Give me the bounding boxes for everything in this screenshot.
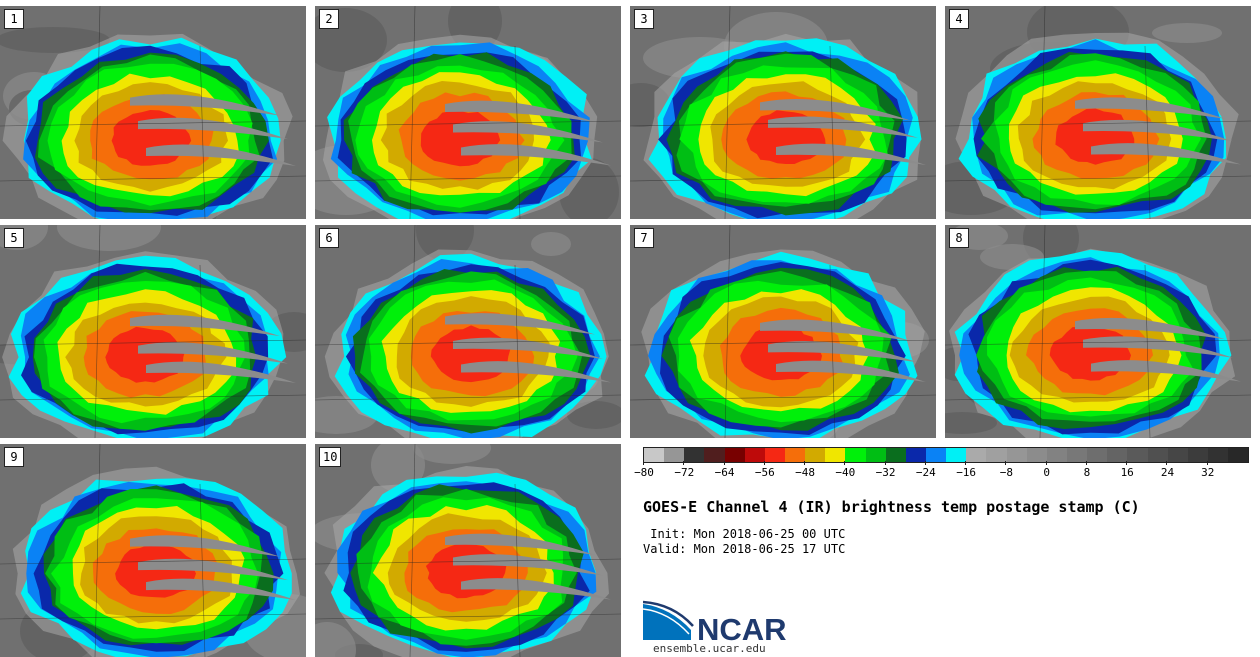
- colorbar-swatch: [1066, 448, 1088, 462]
- colorbar-tick: [683, 461, 685, 465]
- postage-stamp-panel: 8: [945, 225, 1251, 438]
- colorbar-tick-label: 32: [1201, 466, 1215, 479]
- colorbar-swatch: [764, 448, 785, 462]
- satellite-ir-map: [0, 444, 306, 657]
- colorbar-swatch: [704, 448, 725, 462]
- colorbar-swatch: [1228, 448, 1249, 462]
- figure-title: GOES-E Channel 4 (IR) brightness temp po…: [643, 498, 1140, 516]
- colorbar-swatch: [1046, 448, 1067, 462]
- satellite-ir-map: [315, 6, 621, 219]
- panel-number-label: 3: [634, 9, 654, 29]
- postage-stamp-panel: 10: [315, 444, 621, 657]
- postage-stamp-panel: 6: [315, 225, 621, 438]
- satellite-ir-map: [315, 225, 621, 438]
- colorbar-tick-label: 16: [1120, 466, 1134, 479]
- colorbar-swatch: [684, 448, 705, 462]
- colorbar-tick: [844, 461, 846, 465]
- colorbar-swatch: [825, 448, 846, 462]
- postage-stamp-panel: 4: [945, 6, 1251, 219]
- colorbar-tick-label: −48: [795, 466, 815, 479]
- svg-text:NCAR: NCAR: [697, 612, 787, 644]
- colorbar-swatch: [966, 448, 987, 462]
- panel-number-label: 4: [949, 9, 969, 29]
- colorbar-swatch: [1207, 448, 1229, 462]
- postage-stamp-panel: 3: [630, 6, 936, 219]
- panel-number-label: 1: [4, 9, 24, 29]
- satellite-ir-map: [315, 444, 621, 657]
- colorbar-swatch: [986, 448, 1007, 462]
- colorbar-tick: [723, 461, 725, 465]
- satellite-ir-map: [630, 6, 936, 219]
- postage-stamp-panel: 1: [0, 6, 306, 219]
- panel-number-label: 9: [4, 447, 24, 467]
- colorbar-tick-label: −56: [754, 466, 775, 479]
- valid-time: Valid: Mon 2018-06-25 17 UTC: [643, 542, 846, 556]
- init-time: Init: Mon 2018-06-25 00 UTC: [643, 527, 846, 541]
- colorbar-swatch: [925, 448, 947, 462]
- colorbar-tick: [1206, 461, 1208, 465]
- satellite-ir-map: [945, 6, 1251, 219]
- colorbar-swatch: [1087, 448, 1108, 462]
- colorbar-swatch: [946, 448, 967, 462]
- colorbar-tick: [884, 461, 886, 465]
- colorbar-tick-label: −8: [999, 466, 1014, 479]
- satellite-ir-map: [0, 225, 306, 438]
- colorbar-swatch: [744, 448, 765, 462]
- panel-number-label: 8: [949, 228, 969, 248]
- postage-stamp-panel: 2: [315, 6, 621, 219]
- colorbar-swatch: [664, 448, 685, 462]
- colorbar-tick: [1166, 461, 1168, 465]
- postage-stamp-panel: 7: [630, 225, 936, 438]
- colorbar-swatch: [724, 448, 745, 462]
- colorbar-swatch: [1167, 448, 1188, 462]
- colorbar-swatch: [1187, 448, 1208, 462]
- colorbar-swatch: [644, 448, 665, 462]
- ncar-logo-icon: NCAR: [643, 600, 787, 644]
- colorbar-swatch: [905, 448, 926, 462]
- colorbar-tick-label: 24: [1160, 466, 1175, 479]
- colorbar-swatch: [885, 448, 906, 462]
- colorbar-tick-label: −40: [835, 466, 856, 479]
- colorbar-swatch: [1127, 448, 1148, 462]
- temperature-colorbar: [643, 447, 1249, 463]
- colorbar-swatch: [1026, 448, 1047, 462]
- colorbar-tick: [1085, 461, 1087, 465]
- colorbar-tick-label: −16: [956, 466, 977, 479]
- colorbar-swatch: [1107, 448, 1128, 462]
- colorbar-tick: [965, 461, 967, 465]
- panel-number-label: 6: [319, 228, 339, 248]
- colorbar-tick: [1045, 461, 1047, 465]
- colorbar-tick: [924, 461, 926, 465]
- satellite-ir-map: [0, 6, 306, 219]
- colorbar-tick-label: 8: [1083, 466, 1091, 479]
- panel-number-label: 2: [319, 9, 339, 29]
- colorbar-tick-label: 0: [1043, 466, 1050, 479]
- panel-number-label: 5: [4, 228, 24, 248]
- panel-number-label: 7: [634, 228, 654, 248]
- panel-number-label: 10: [319, 447, 342, 467]
- colorbar-swatch: [865, 448, 886, 462]
- colorbar-tick: [643, 461, 644, 465]
- colorbar-tick: [804, 461, 806, 465]
- website-url: ensemble.ucar.edu: [653, 642, 766, 655]
- postage-stamp-panel: 9: [0, 444, 306, 657]
- colorbar-tick-label: −64: [714, 466, 735, 479]
- colorbar-swatch: [805, 448, 826, 462]
- postage-stamp-panel: 5: [0, 225, 306, 438]
- satellite-ir-map: [630, 225, 936, 438]
- colorbar-tick-label: −24: [915, 466, 936, 479]
- colorbar-tick: [1005, 461, 1007, 465]
- colorbar-swatch: [784, 448, 806, 462]
- satellite-ir-map: [945, 225, 1251, 438]
- colorbar-tick-label: −72: [674, 466, 695, 479]
- colorbar-swatch: [845, 448, 866, 462]
- colorbar-swatch: [1006, 448, 1027, 462]
- colorbar-tick-label: −80: [634, 466, 654, 479]
- colorbar-tick: [763, 461, 765, 465]
- colorbar-tick: [1126, 461, 1128, 465]
- colorbar-tick-label: −32: [875, 466, 896, 479]
- colorbar-swatch: [1147, 448, 1168, 462]
